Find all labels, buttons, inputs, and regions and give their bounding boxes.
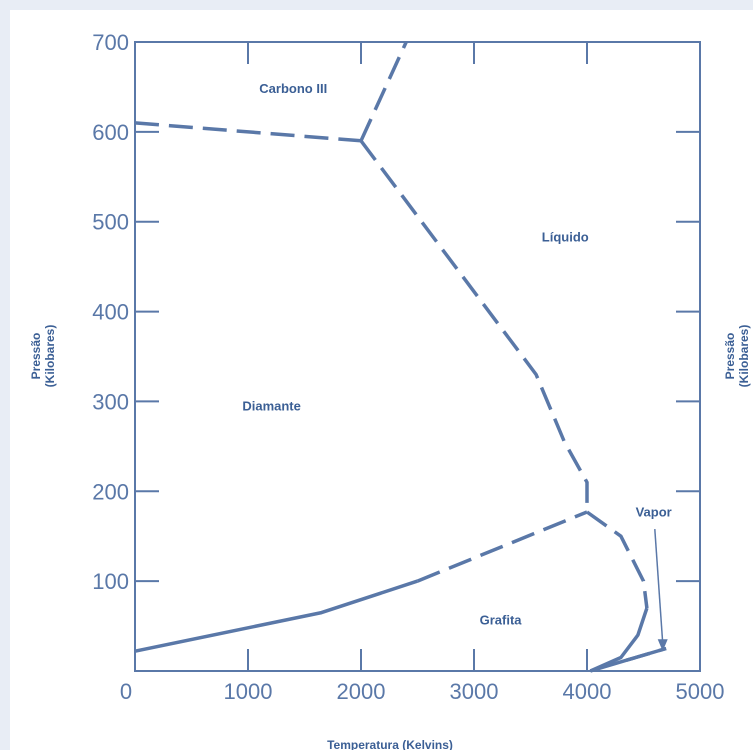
phase-boundary-line [416, 510, 588, 583]
y-tick-label: 600 [92, 120, 129, 145]
region-label-vapor: Vapor [636, 504, 672, 519]
y-axis-title: Pressão (Kilobares) [29, 325, 57, 388]
x-tick-label: 5000 [676, 679, 725, 704]
region-label-diamante: Diamante [242, 398, 301, 413]
region-label-carbono: Carbono III [259, 81, 327, 96]
y-tick-label: 200 [92, 479, 129, 504]
phase-boundary-line [359, 139, 589, 512]
y-tick-label: 100 [92, 569, 129, 594]
y-axis-title-line1: Pressão [29, 333, 43, 380]
phase-diagram: 0 1000 2000 3000 4000 5000 100 200 300 400 500 600 7… [29, 30, 751, 750]
x-axis-title: Temperatura (Kelvins) [327, 738, 453, 750]
chart-canvas: 0 1000 2000 3000 4000 5000 100 200 300 400 500 600 7… [10, 10, 753, 750]
phase-boundary-line [585, 510, 649, 609]
phase-boundary-line [134, 579, 419, 653]
phase-boundary-line [134, 121, 362, 143]
right-axis-title: Pressão (Kilobares) [723, 325, 751, 388]
y-axis-title-line2: (Kilobares) [43, 325, 57, 388]
right-axis-title-line1: Pressão [723, 333, 737, 380]
x-tick-label: 3000 [450, 679, 499, 704]
right-axis-title-line2: (Kilobares) [737, 325, 751, 388]
y-tick-label: 400 [92, 300, 129, 325]
plot-frame [134, 41, 701, 672]
phase-boundary-line [626, 646, 667, 662]
phase-boundary-line [359, 41, 408, 142]
x-tick-label: 4000 [563, 679, 612, 704]
y-tick-label: 700 [92, 30, 129, 55]
vapor-arrow-line [654, 528, 664, 644]
x-tick-label: 1000 [224, 679, 273, 704]
y-tick-label: 500 [92, 210, 129, 235]
region-label-grafita: Grafita [480, 612, 523, 627]
x-tick-label: 0 [120, 679, 132, 704]
x-tick-label: 2000 [337, 679, 386, 704]
y-tick-label: 300 [92, 389, 129, 414]
phase-boundary-line [589, 607, 649, 673]
region-label-liquido: Líquido [542, 229, 589, 244]
vapor-arrow-head [657, 639, 668, 652]
